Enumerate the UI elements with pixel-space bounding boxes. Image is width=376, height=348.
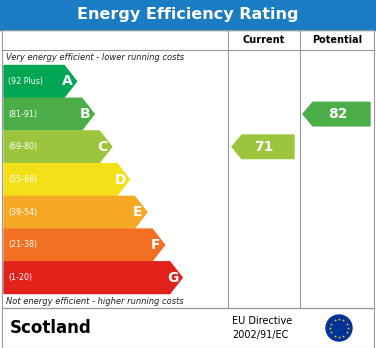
- Text: (92 Plus): (92 Plus): [8, 77, 43, 86]
- Text: (81-91): (81-91): [8, 110, 37, 119]
- Text: E: E: [133, 205, 143, 219]
- Text: (1-20): (1-20): [8, 273, 32, 282]
- Polygon shape: [4, 98, 94, 130]
- Text: Current: Current: [243, 35, 285, 45]
- Text: Very energy efficient - lower running costs: Very energy efficient - lower running co…: [6, 53, 184, 62]
- Text: Potential: Potential: [312, 35, 362, 45]
- Polygon shape: [4, 164, 129, 195]
- Text: (21-38): (21-38): [8, 240, 37, 250]
- Text: Scotland: Scotland: [10, 319, 92, 337]
- Text: 82: 82: [328, 107, 347, 121]
- Text: D: D: [114, 173, 126, 187]
- Text: Not energy efficient - higher running costs: Not energy efficient - higher running co…: [6, 296, 184, 306]
- Text: (69-80): (69-80): [8, 142, 37, 151]
- Bar: [2, 30, 374, 308]
- Text: G: G: [167, 271, 179, 285]
- Text: 71: 71: [254, 140, 274, 154]
- Text: Energy Efficiency Rating: Energy Efficiency Rating: [77, 8, 299, 23]
- Circle shape: [326, 315, 352, 341]
- Text: F: F: [150, 238, 160, 252]
- Text: C: C: [97, 140, 108, 154]
- Bar: [0, 0, 376, 30]
- Polygon shape: [4, 196, 147, 228]
- Text: A: A: [62, 74, 73, 88]
- Text: (39-54): (39-54): [8, 208, 37, 217]
- Polygon shape: [4, 65, 77, 97]
- Polygon shape: [4, 131, 112, 163]
- Polygon shape: [4, 229, 165, 261]
- Polygon shape: [303, 102, 370, 126]
- Text: (55-68): (55-68): [8, 175, 37, 184]
- Text: B: B: [80, 107, 90, 121]
- Polygon shape: [232, 135, 294, 159]
- Polygon shape: [4, 262, 182, 293]
- Text: EU Directive
2002/91/EC: EU Directive 2002/91/EC: [232, 316, 292, 340]
- Bar: [2, 308, 374, 348]
